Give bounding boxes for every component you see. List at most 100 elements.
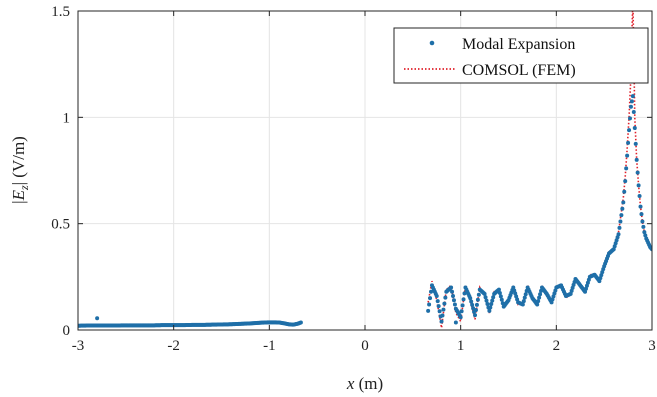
y-tick-label: 1.5 <box>51 4 70 20</box>
modal-expansion-point <box>625 153 630 158</box>
modal-expansion-point <box>468 296 473 301</box>
y-tick-label: 0.5 <box>51 217 70 233</box>
modal-expansion-point <box>628 116 632 121</box>
modal-expansion-point <box>458 315 463 320</box>
y-tick-label: 0 <box>63 323 71 339</box>
modal-expansion-point <box>629 99 634 104</box>
modal-expansion-point <box>622 189 627 194</box>
modal-expansion-point <box>630 94 635 99</box>
modal-expansion-point <box>621 200 626 205</box>
legend-marker-modal-expansion <box>429 40 435 46</box>
modal-expansion-outlier <box>453 320 458 325</box>
modal-expansion-point <box>451 293 456 298</box>
modal-expansion-point <box>640 219 645 224</box>
modal-expansion-point <box>537 295 542 300</box>
modal-expansion-point <box>434 293 439 298</box>
modal-expansion-point <box>482 291 487 296</box>
modal-expansion-point <box>460 303 465 308</box>
modal-expansion-point <box>499 297 504 302</box>
modal-expansion-point <box>618 219 623 224</box>
modal-expansion-point <box>497 291 502 295</box>
modal-expansion-point <box>639 212 644 217</box>
y-axis-label-unit: (V/m) <box>9 136 28 182</box>
modal-expansion-point <box>624 166 629 171</box>
modal-expansion-point <box>642 230 647 235</box>
modal-expansion-point <box>451 298 456 303</box>
x-tick-label: -2 <box>167 338 180 354</box>
modal-expansion-point <box>439 319 444 324</box>
modal-expansion-point <box>435 299 440 304</box>
modal-expansion-point <box>442 301 447 306</box>
modal-expansion-point <box>538 292 543 297</box>
modal-expansion-point <box>498 294 503 299</box>
modal-expansion-outlier <box>95 316 100 321</box>
modal-expansion-point <box>521 299 526 304</box>
y-axis-label: |Ez| (V/m) <box>9 136 31 204</box>
modal-expansion-point <box>469 299 474 304</box>
modal-expansion-point <box>633 141 638 146</box>
modal-expansion-point <box>470 302 475 307</box>
x-tick-label: -1 <box>263 338 276 354</box>
modal-expansion-point <box>520 302 525 307</box>
modal-expansion-point <box>484 298 489 303</box>
modal-expansion-point <box>636 183 641 188</box>
y-axis-label-close: | <box>9 182 28 185</box>
y-axis-label-open: | <box>9 200 28 203</box>
y-axis-label-symbol: E <box>9 189 28 201</box>
modal-expansion-point <box>619 213 624 218</box>
x-axis-label: x (m) <box>346 374 383 393</box>
modal-expansion-point <box>626 140 631 145</box>
modal-expansion-point <box>496 287 501 292</box>
modal-expansion-point <box>628 104 633 109</box>
modal-expansion-point <box>475 297 480 302</box>
modal-expansion-point <box>487 308 492 313</box>
modal-expansion-point <box>436 304 441 309</box>
modal-expansion-point <box>449 285 454 290</box>
x-tick-label: 2 <box>553 338 561 354</box>
modal-expansion-point <box>485 302 490 307</box>
legend-label-comsol-fem: COMSOL (FEM) <box>462 62 576 79</box>
x-axis-label-symbol: x <box>346 374 355 393</box>
modal-expansion-point <box>459 309 464 314</box>
modal-expansion-point <box>491 295 496 300</box>
modal-expansion-point <box>441 307 446 312</box>
x-tick-label: 3 <box>648 338 656 354</box>
y-axis-label-subscript: z <box>17 185 31 191</box>
legend: Modal Expansion COMSOL (FEM) <box>393 27 649 84</box>
modal-expansion-point <box>476 292 481 297</box>
ticks: -3 -2 -1 0 1 2 3 0 0.5 1 1.5 <box>51 4 656 354</box>
modal-expansion-point <box>440 313 445 318</box>
modal-expansion-point <box>635 170 640 175</box>
modal-expansion-point <box>473 313 478 318</box>
modal-expansion-point <box>452 302 457 307</box>
modal-expansion-point <box>483 295 488 300</box>
modal-expansion-point <box>488 305 493 310</box>
modal-expansion-point <box>632 125 637 130</box>
modal-expansion-point <box>522 295 527 300</box>
modal-expansion-point <box>634 157 639 162</box>
modal-expansion-point <box>631 110 636 115</box>
modal-expansion-point <box>473 308 478 313</box>
modal-expansion-point <box>489 302 494 307</box>
modal-expansion-point <box>426 308 431 313</box>
modal-expansion-point <box>427 302 432 307</box>
modal-expansion-point <box>620 206 625 211</box>
modal-expansion-point <box>428 296 433 301</box>
modal-expansion-point <box>523 292 528 297</box>
modal-expansion-point <box>490 298 495 303</box>
modal-expansion-point <box>535 302 540 307</box>
legend-label-modal-expansion: Modal Expansion <box>462 36 575 53</box>
x-tick-label: 1 <box>457 338 465 354</box>
modal-expansion-point <box>617 225 622 230</box>
modal-expansion-point <box>536 299 541 304</box>
legend-box <box>393 27 649 84</box>
modal-expansion-point <box>623 179 628 184</box>
modal-expansion-point <box>474 302 479 307</box>
modal-expansion-point <box>643 233 648 238</box>
modal-expansion-point <box>450 289 455 294</box>
modal-expansion-point <box>641 224 646 229</box>
modal-expansion-point <box>627 128 632 133</box>
modal-expansion-point <box>461 297 466 302</box>
modal-expansion-point <box>616 232 621 237</box>
